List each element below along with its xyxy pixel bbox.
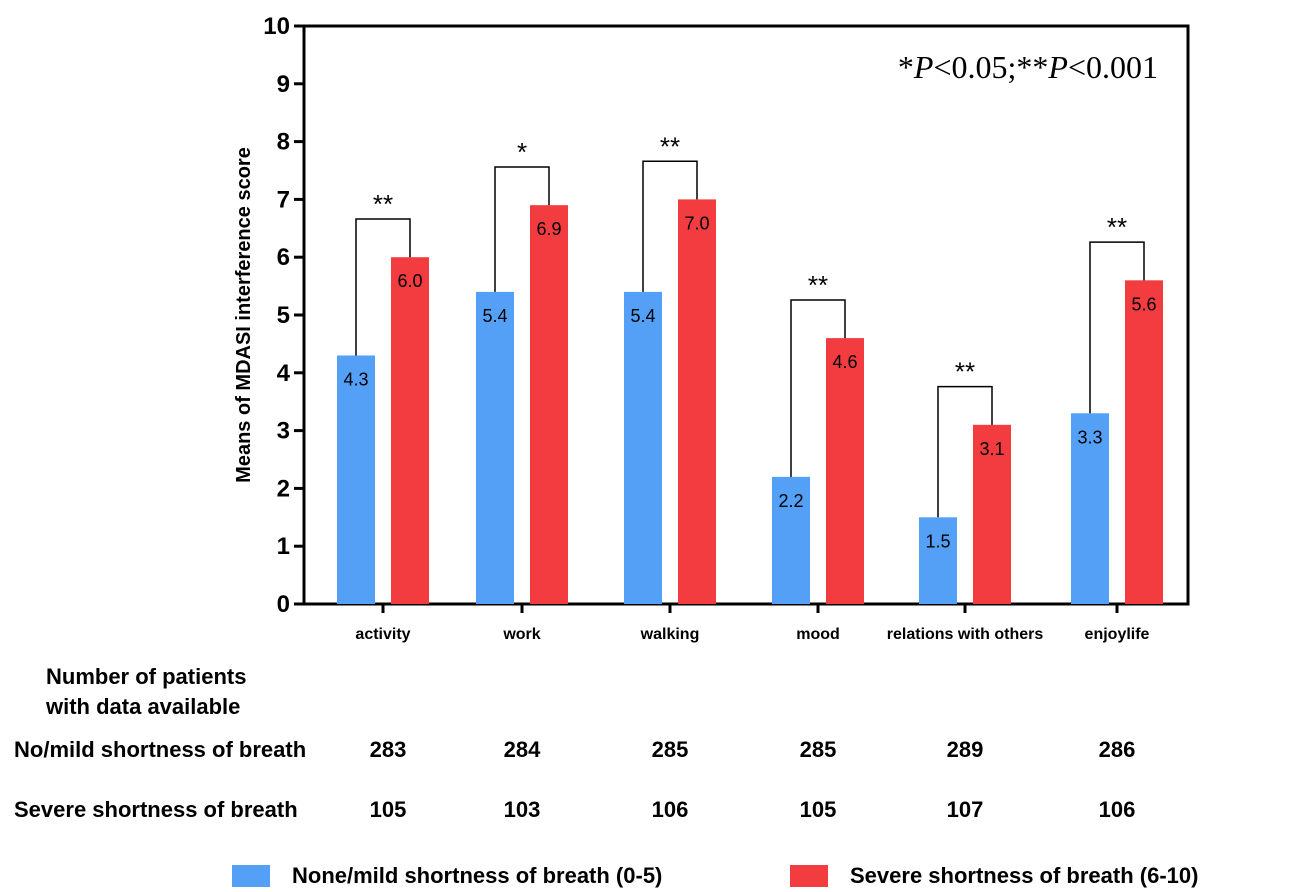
y-tick-label: 9: [277, 71, 290, 98]
y-tick-label: 0: [277, 591, 290, 618]
significance-bracket: [937, 385, 993, 518]
table-row-label: Severe shortness of breath: [14, 797, 298, 822]
significance-bracket: [642, 160, 698, 292]
significance-bracket: [1089, 241, 1145, 414]
bar-none-mild: [772, 476, 810, 604]
legend-label-none-mild: None/mild shortness of breath (0-5): [292, 863, 663, 888]
legend-item-none-mild: None/mild shortness of breath (0-5): [232, 862, 662, 890]
significance-marker: *: [517, 137, 527, 167]
bar-none-mild: [337, 355, 375, 604]
table-cell: 103: [503, 797, 541, 822]
significance-bracket: [355, 218, 411, 356]
bar-severe: [530, 205, 568, 604]
bar-severe: [826, 338, 864, 604]
bar-value-label: 5.4: [630, 306, 655, 326]
bar-value-label: 5.6: [1131, 294, 1156, 314]
y-tick-label: 7: [277, 186, 290, 213]
bar-none-mild: [624, 291, 662, 604]
significance-bracket: [494, 166, 550, 292]
legend-label-severe: Severe shortness of breath (6-10): [850, 863, 1199, 888]
table-cell: 289: [946, 737, 984, 762]
table-heading-line2: with data available: [46, 694, 241, 719]
table-cell: 285: [651, 737, 689, 762]
y-tick-label: 10: [263, 13, 290, 40]
y-tick-label: 5: [277, 302, 290, 329]
y-tick-label: 2: [277, 475, 290, 502]
x-tick-label: walking: [640, 626, 700, 643]
bar-severe: [678, 199, 716, 604]
table-cell: 284: [503, 737, 541, 762]
significance-marker: **: [660, 131, 680, 161]
significance-marker: **: [808, 270, 828, 300]
significance-bracket: [790, 299, 846, 477]
legend-item-severe: Severe shortness of breath (6-10): [790, 862, 1198, 890]
significance-marker: **: [1107, 212, 1127, 242]
table-heading-line1: Number of patients: [46, 664, 247, 689]
table-cell: 285: [799, 737, 837, 762]
bar-chart: 0 1 2 3 4 5 6 7 8 9 10 Means of MDASI interference …: [233, 13, 1190, 643]
x-tick-label: activity: [355, 626, 410, 643]
bar-severe: [391, 257, 429, 604]
significance-marker: **: [373, 189, 393, 219]
bar-value-label: 3.1: [979, 439, 1004, 459]
bar-severe: [1125, 280, 1163, 604]
bar-value-label: 1.5: [925, 531, 950, 551]
table-cell: 283: [369, 737, 407, 762]
bar-value-label: 2.2: [778, 491, 803, 511]
bar-value-label: 7.0: [684, 213, 709, 233]
legend-swatch-severe: [790, 865, 828, 887]
y-axis-label: Means of MDASI interference score: [233, 147, 255, 483]
p-value-annotation: *P<0.05;**P<0.001: [898, 49, 1158, 85]
significance-marker: **: [955, 357, 975, 387]
legend-swatch-none-mild: [232, 865, 270, 887]
x-tick-label: mood: [796, 626, 840, 643]
table-cell: 106: [1098, 797, 1136, 822]
bar-none-mild: [476, 291, 514, 604]
bar-value-label: 4.6: [832, 352, 857, 372]
bar-none-mild: [1071, 413, 1109, 604]
y-tick-label: 1: [277, 533, 290, 560]
table-heading: Number of patients with data available: [46, 662, 246, 722]
bar-value-label: 6.0: [397, 271, 422, 291]
table-cell: 286: [1098, 737, 1136, 762]
y-tick-label: 6: [277, 244, 290, 271]
table-row-label: No/mild shortness of breath: [14, 737, 307, 762]
x-tick-label: enjoylife: [1085, 626, 1150, 643]
table-cell: 105: [799, 797, 837, 822]
bar-value-label: 4.3: [343, 369, 368, 389]
bar-none-mild: [919, 517, 957, 604]
plot-frame: [302, 24, 1190, 606]
bar-value-label: 6.9: [536, 219, 561, 239]
table-cell: 106: [651, 797, 689, 822]
bar-value-label: 5.4: [482, 306, 507, 326]
table-cell: 105: [369, 797, 407, 822]
y-tick-label: 8: [277, 129, 290, 156]
table-cell: 107: [946, 797, 984, 822]
y-tick-label: 4: [277, 360, 291, 387]
bar-value-label: 3.3: [1077, 427, 1102, 447]
x-tick-label: work: [502, 626, 540, 643]
x-tick-label: relations with others: [887, 626, 1044, 643]
bar-severe: [973, 424, 1011, 604]
y-tick-label: 3: [277, 418, 290, 445]
